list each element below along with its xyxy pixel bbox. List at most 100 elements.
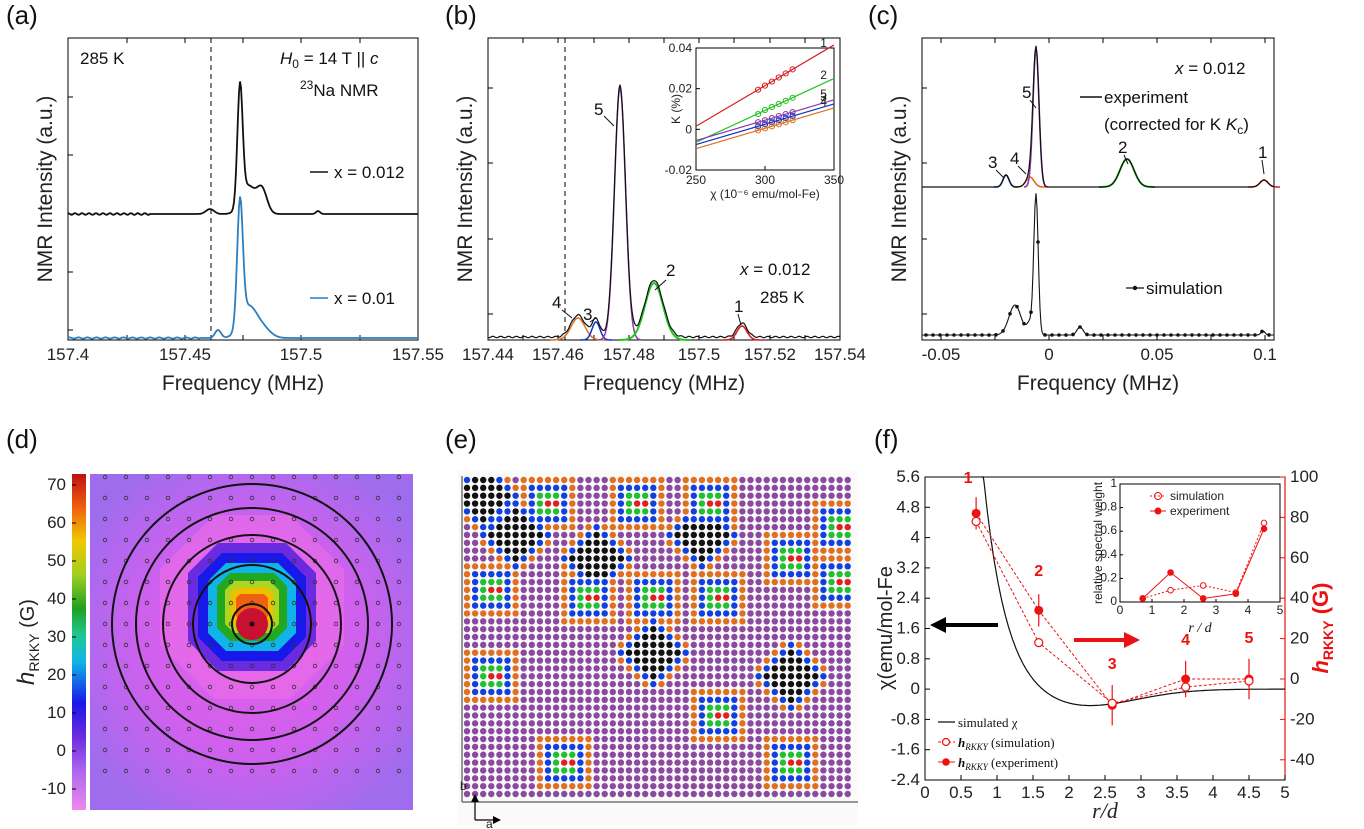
panel-e-lattice-site	[779, 547, 787, 554]
panel-d-lattice-point	[144, 642, 150, 648]
panel-e-lattice-site	[690, 633, 697, 641]
panel-e-lattice-site	[658, 625, 665, 633]
panel-e-lattice-site	[569, 680, 576, 688]
panel-e-lattice-site	[528, 586, 535, 594]
panel-e-lattice-site	[682, 751, 689, 758]
panel-e-lattice-site	[723, 782, 730, 790]
panel-d-lattice-point	[123, 663, 129, 669]
panel-e-lattice-site	[723, 767, 730, 774]
panel-e-lattice-site	[698, 775, 706, 782]
panel-e-lattice-site	[544, 602, 552, 609]
panel-e-lattice-site	[463, 492, 471, 499]
panel-e-lattice	[463, 476, 851, 798]
panel-e-lattice-site	[488, 782, 495, 790]
panel-e-lattice-site	[723, 735, 730, 743]
panel-e-lattice-site	[480, 735, 487, 743]
panel-a: (a) 285 K H0 = 14 T || c 23Na NMR x = 0.…	[6, 0, 444, 395]
panel-e-lattice-site	[552, 539, 560, 546]
panel-e-lattice-site	[739, 751, 746, 758]
panel-e-lattice-site	[682, 782, 689, 790]
panel-e-lattice-site	[496, 602, 503, 609]
panel-e-lattice-site	[763, 720, 770, 727]
panel-e-lattice-site	[698, 547, 706, 554]
panel-e-lattice-site	[496, 539, 503, 546]
panel-c-arrow	[995, 169, 1005, 179]
panel-e-lattice-site	[569, 775, 576, 782]
panel-e-lattice-site	[577, 523, 584, 531]
panel-e-lattice-site	[512, 720, 519, 727]
panel-f-xtick: 3	[1136, 783, 1145, 802]
panel-e-lattice-site	[552, 641, 560, 649]
panel-e-lattice-site	[512, 704, 519, 711]
panel-e-lattice-site	[544, 782, 552, 790]
panel-e-lattice-site	[601, 680, 608, 688]
panel-e-lattice-site	[633, 563, 641, 570]
panel-b-arrow	[654, 279, 667, 291]
panel-b-inset-point	[775, 117, 782, 124]
panel-e-lattice-site	[804, 547, 811, 554]
panel-d-lattice-point	[102, 495, 108, 501]
panel-e-lattice-site	[666, 563, 673, 570]
panel-e-lattice-site	[609, 618, 616, 625]
panel-e-lattice-site	[650, 476, 657, 484]
panel-f-inset-point	[1232, 590, 1240, 598]
panel-c-simulation-point	[1253, 333, 1257, 337]
panel-e-lattice-site	[496, 531, 503, 539]
panel-e-lattice-site	[561, 688, 568, 696]
panel-e-lattice-site	[650, 586, 657, 594]
panel-e-lattice-site	[820, 735, 827, 743]
panel-d-lattice-point	[207, 642, 213, 648]
panel-e-lattice-site	[642, 743, 649, 751]
panel-e-lattice-site	[714, 673, 722, 680]
panel-e-lattice-site	[512, 476, 519, 484]
panel-e-lattice-site	[617, 790, 625, 798]
panel-e-lattice-site	[690, 618, 697, 625]
panel-e-lattice-site	[569, 610, 576, 617]
panel-e-lattice-site	[504, 476, 511, 484]
panel-e-lattice-site	[844, 641, 851, 649]
panel-e-lattice-site	[747, 563, 754, 570]
panel-e-lattice-site	[536, 657, 544, 664]
panel-e-lattice-site	[480, 657, 487, 664]
panel-e-lattice-site	[463, 578, 471, 586]
panel-e-lattice-site	[763, 712, 770, 719]
panel-e-lattice-site	[723, 523, 730, 531]
panel-e-lattice-site	[496, 618, 503, 625]
panel-e-lattice-site	[698, 484, 706, 492]
panel-e-lattice-site	[593, 594, 600, 601]
panel-e-lattice-site	[601, 500, 608, 507]
panel-e-lattice-site	[714, 531, 722, 539]
panel-e-lattice-site	[706, 555, 714, 562]
panel-f-shell-label: 1	[964, 470, 973, 487]
panel-e-lattice-site	[471, 767, 479, 774]
panel-e-lattice-site	[520, 625, 527, 633]
panel-f-simulation-point	[1244, 676, 1254, 686]
panel-e-lattice-site	[642, 720, 649, 727]
panel-e-lattice-site	[674, 720, 681, 727]
panel-e-lattice-site	[544, 720, 552, 727]
panel-e-lattice-site	[658, 743, 665, 751]
panel-d-shell-2	[192, 564, 312, 684]
panel-e-lattice-site	[633, 665, 641, 672]
panel-e-lattice-site	[536, 751, 544, 758]
panel-d-colorbar-tick: 50	[47, 551, 66, 570]
panel-e-lattice-site	[569, 759, 576, 766]
panel-e-lattice-site	[552, 531, 560, 539]
panel-e-lattice-site	[739, 735, 746, 743]
panel-c-simulation-point	[931, 333, 935, 337]
panel-e-lattice-site	[779, 790, 787, 798]
panel-e-lattice-site	[642, 610, 649, 617]
panel-e-lattice-site	[577, 547, 584, 554]
panel-e-lattice-site	[731, 665, 738, 672]
panel-f-inset-ytick: 0.2	[1100, 570, 1117, 584]
panel-d-lattice-point	[249, 537, 255, 543]
panel-e-lattice-site	[771, 775, 778, 782]
panel-e-lattice-site	[739, 618, 746, 625]
panel-e-lattice-site	[755, 610, 762, 617]
panel-e-lattice-site	[601, 641, 608, 649]
panel-f-legend-exp: hRKKY (experiment)	[958, 755, 1058, 772]
panel-e-lattice-site	[747, 625, 754, 633]
panel-e-lattice-site	[642, 775, 649, 782]
panel-e-lattice-site	[747, 649, 754, 656]
panel-e-lattice-site	[836, 539, 843, 546]
